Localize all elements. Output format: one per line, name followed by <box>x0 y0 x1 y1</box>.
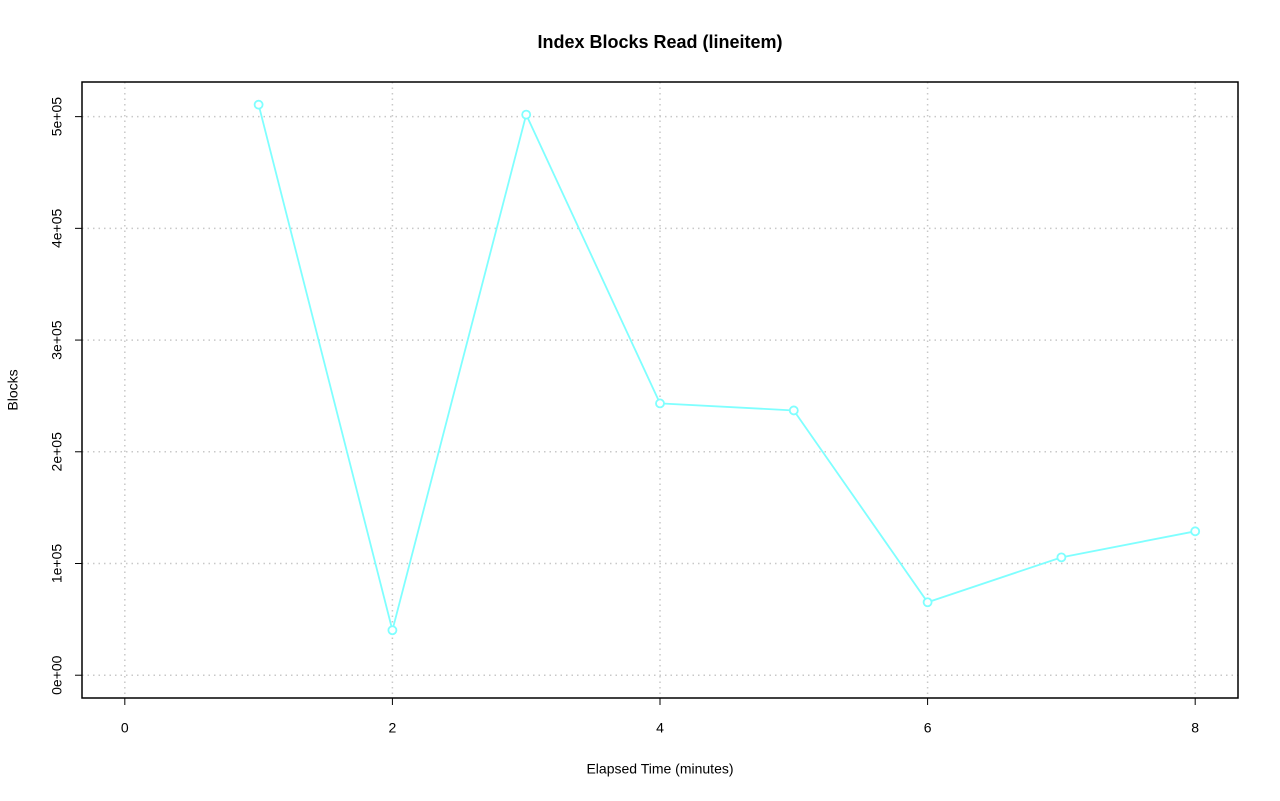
x-tick-label: 6 <box>924 720 932 736</box>
data-point <box>521 109 532 120</box>
y-tick-label: 4e+05 <box>49 208 65 248</box>
data-point <box>1190 526 1201 537</box>
y-tick-label: 3e+05 <box>49 320 65 360</box>
x-tick-label: 2 <box>389 720 397 736</box>
data-point <box>922 597 933 608</box>
data-point <box>387 625 398 636</box>
data-point <box>1056 552 1067 563</box>
plot-frame <box>81 81 1239 699</box>
data-line <box>257 104 1196 631</box>
x-axis-label: Elapsed Time (minutes) <box>586 761 733 777</box>
chart-title: Index Blocks Read (lineitem) <box>537 32 782 52</box>
data-point <box>788 405 799 416</box>
data-point <box>253 99 264 110</box>
y-tick-label: 2e+05 <box>49 432 65 472</box>
x-tick-label: 0 <box>121 720 129 736</box>
y-tick-label: 1e+05 <box>49 544 65 584</box>
data-point <box>655 398 665 409</box>
y-tick-label: 0e+00 <box>49 655 65 695</box>
y-tick-label: 5e+05 <box>49 97 65 137</box>
y-axis-label: Blocks <box>5 369 21 410</box>
x-tick-label: 4 <box>656 720 664 736</box>
x-tick-label: 8 <box>1191 720 1199 736</box>
